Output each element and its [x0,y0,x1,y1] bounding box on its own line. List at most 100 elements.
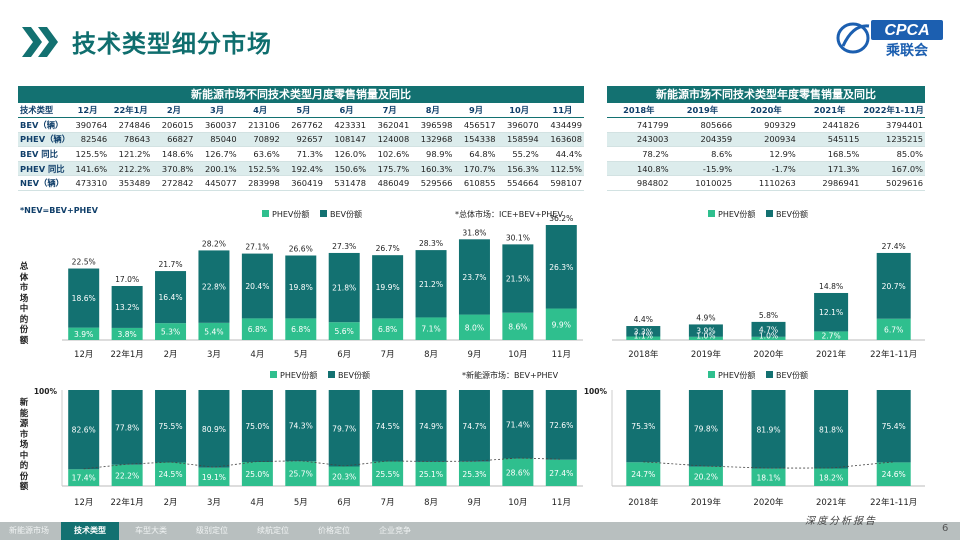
column-header: 2019年 [670,103,735,119]
bar-phev [111,327,143,340]
x-tick-label: 2019年 [691,349,722,360]
x-tick-label: 2月 [164,350,178,360]
data-label-phev: 5.4% [204,327,223,336]
column-header: 11月 [540,103,584,119]
nev-share-axis-label: 新能源市场中的份额 [19,398,29,492]
table-cell: 362041 [368,117,412,133]
table-cell: 108147 [324,132,369,148]
bar-bev [751,390,786,469]
data-label-phev: 3.9% [74,330,93,339]
x-tick-label: 2019年 [691,497,722,508]
bar-phev [241,462,273,486]
svg-text:CPCA: CPCA [884,22,929,39]
bar-bev [198,390,230,468]
table-row: 140.8% -15.9% -1.7% 171.3% 167.0% [607,161,925,177]
table-cell: 486049 [368,175,412,192]
bar-phev [111,464,143,486]
footer-tab[interactable]: 新能源市场 [9,526,49,535]
bar-phev [285,461,317,486]
bar-bev [415,250,447,318]
bar-bev [328,252,360,323]
table-cell: 360419 [281,175,325,192]
x-tick-label: 8月 [424,498,438,508]
x-tick-label: 7月 [381,350,395,360]
legend-swatch-phev [708,210,715,217]
data-label-phev: 6.7% [884,325,903,334]
x-tick-label: 2021年 [816,349,847,360]
data-label-total: 28.3% [419,239,443,248]
column-header: 2022年1-11月 [861,103,925,119]
table-cell: 741799 [607,117,671,133]
table-cell: 554664 [497,175,541,192]
table-cell: 125.5% [66,146,110,162]
table-cell: 204359 [670,132,735,148]
x-tick-label: 22年1月 [111,497,144,508]
table-cell: 192.4% [281,161,325,177]
legend-label-bev: BEV份额 [338,370,370,380]
data-label-phev: 25.3% [462,470,486,479]
column-header: 7月 [368,103,412,119]
x-tick-label: 22年1月 [111,349,144,360]
table-cell: 85.0% [861,146,925,162]
table-cell: 167.0% [861,161,925,177]
bar-bev [68,390,100,470]
table-cell: 44.4% [540,146,584,162]
column-header: 2020年 [734,103,798,119]
bar-phev [372,461,404,486]
table-cell: 423331 [324,117,369,133]
x-tick-label: 5月 [294,498,308,508]
bar-phev [814,331,849,340]
data-label-total: 27.1% [245,243,269,252]
table-cell: 396070 [497,117,541,133]
data-label-total: 4.9% [696,313,715,322]
table-cell: 85040 [195,132,239,148]
legend-swatch-phev [262,210,269,217]
bar-bev [372,390,404,462]
x-tick-label: 22年1-11月 [870,349,917,360]
bar-bev [751,321,786,337]
bar-phev [155,323,187,340]
table-cell: 984802 [607,175,671,192]
bar-phev [328,466,360,486]
monthly-sales-table: 技术类型 12月 22年1月 2月 3月 4月 5月 6月 7月 8月 9月 10月 11月 BEV（辆… [18,103,584,192]
footer-tab[interactable]: 价格定位 [318,526,350,535]
data-label-bev: 79.7% [332,424,356,433]
data-label-bev: 72.6% [549,421,573,430]
bar-bev [285,390,317,462]
data-label-phev: 22.2% [115,471,139,480]
bar-phev [626,336,661,340]
data-label-bev: 71.4% [506,420,530,429]
footer-tab[interactable]: 企业竞争 [379,526,411,535]
bar-phev [876,318,911,340]
page-number: 6 [942,523,949,534]
data-label-phev: 5.6% [335,327,354,336]
bar-bev [688,390,723,467]
footer-tab[interactable]: 续航定位 [257,526,289,535]
table-cell: 66827 [152,132,196,148]
data-label-bev: 23.7% [462,273,486,282]
data-label-bev: 75.4% [882,422,906,431]
x-tick-label: 2月 [164,498,178,508]
data-label-bev: 21.2% [419,280,443,289]
table-cell: 112.5% [540,161,584,177]
bar-phev [814,468,849,486]
data-label-bev: 74.9% [419,422,443,431]
report-tagline: 深度分析报告 [805,516,877,527]
footer-tab[interactable]: 技术类型 [61,522,119,540]
data-label-phev: 18.1% [756,473,780,482]
data-label-bev: 26.3% [549,263,573,272]
bar-bev [458,239,490,315]
data-label-bev: 81.8% [819,425,843,434]
footer-tab[interactable]: 车型大类 [135,526,167,535]
x-tick-label: 4月 [250,498,264,508]
chart-note: *总体市场：ICE+BEV+PHEV [455,209,563,219]
legend-swatch-bev [766,371,773,378]
data-label-phev: 17.4% [72,474,96,483]
table-row: BEV 同比 125.5% 121.2% 148.6% 126.7% 63.6% 71.3%… [18,146,584,162]
table-cell: 1235215 [861,132,925,148]
bar-phev [415,461,447,486]
legend-swatch-phev [270,371,277,378]
x-tick-label: 10月 [508,498,527,508]
footer-tab[interactable]: 级别定位 [196,526,228,535]
data-label-bev: 4.7% [759,325,778,334]
